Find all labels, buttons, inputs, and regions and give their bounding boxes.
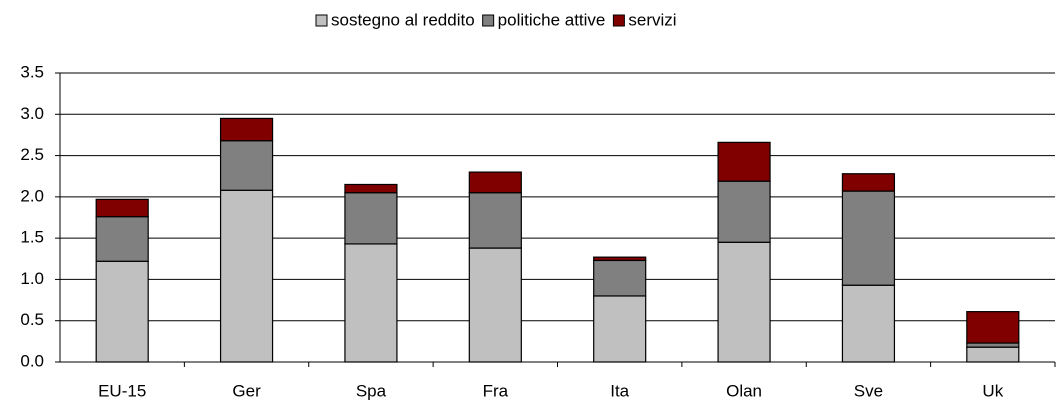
y-tick-label: 3.0 — [20, 104, 44, 123]
bar-segment — [95, 216, 149, 262]
legend-label: politiche attive — [498, 10, 606, 29]
bar-segment — [717, 241, 771, 363]
bar-segment — [344, 183, 398, 194]
x-tick-label: Uk — [982, 381, 1003, 400]
y-tick-label: 1.5 — [20, 228, 44, 247]
bar-segment — [966, 342, 1020, 348]
bar-segment — [344, 192, 398, 245]
x-tick-label: Fra — [483, 381, 509, 400]
x-tick-label: Olan — [726, 381, 762, 400]
bar-segment — [219, 140, 274, 191]
y-tick-label: 2.5 — [20, 145, 44, 164]
bar-segment — [95, 260, 149, 363]
legend-swatch — [315, 14, 328, 27]
bar-segment — [468, 192, 522, 249]
y-tick-label: 0.5 — [20, 310, 44, 329]
y-tick-label: 0.0 — [20, 351, 44, 370]
bar-segment — [841, 173, 896, 192]
bar-segment — [841, 284, 896, 363]
bar-segment — [717, 141, 771, 182]
bar-segment — [95, 198, 149, 218]
bar-segment — [841, 190, 896, 286]
bar-segment — [966, 346, 1020, 363]
y-tick-label: 2.0 — [20, 186, 44, 205]
bar-segment — [468, 171, 522, 194]
bar-segment — [593, 259, 647, 297]
bar-segment — [468, 247, 522, 363]
y-tick-label: 1.0 — [20, 269, 44, 288]
y-tick-label: 3.5 — [20, 62, 44, 81]
bar-segment — [593, 295, 647, 363]
legend-swatch — [482, 14, 495, 27]
bar-segment — [219, 189, 274, 363]
bar-segment — [344, 243, 398, 363]
legend-label: servizi — [628, 10, 676, 29]
bar-segment — [593, 256, 647, 262]
legend-swatch — [612, 14, 625, 27]
x-tick-label: EU-15 — [98, 381, 146, 400]
x-tick-label: Sve — [854, 381, 883, 400]
x-tick-label: Spa — [356, 381, 387, 400]
x-tick-label: Ita — [610, 381, 629, 400]
x-tick-label: Ger — [232, 381, 261, 400]
bar-segment — [966, 311, 1020, 344]
bar-segment — [219, 117, 274, 142]
bar-segment — [717, 180, 771, 243]
legend-label: sostegno al reddito — [331, 10, 475, 29]
